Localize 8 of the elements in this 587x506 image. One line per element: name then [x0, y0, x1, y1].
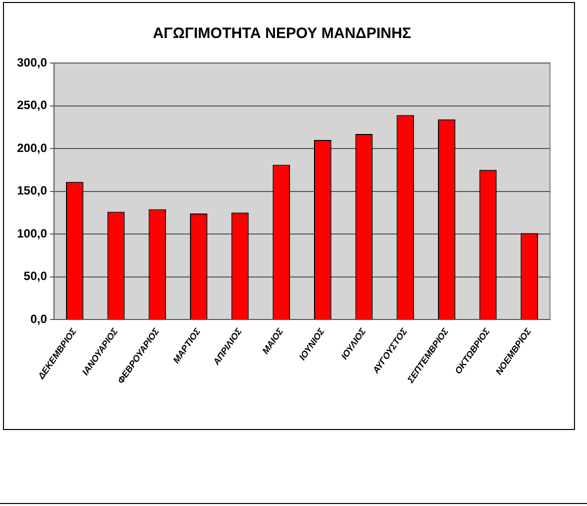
chart-title: ΑΓΩΓΙΜΟΤΗΤΑ ΝΕΡΟΥ ΜΑΝΔΡΙΝΗΣ: [152, 25, 412, 42]
y-tick-label: 200,0: [17, 140, 48, 155]
y-tick-label: 100,0: [17, 226, 48, 240]
y-tick-label: 250,0: [17, 98, 48, 112]
y-tick-label: 150,0: [17, 184, 48, 198]
y-tick-label: 50,0: [24, 269, 48, 284]
y-tick-label: 0,0: [30, 312, 48, 326]
y-tick-label: 300,0: [17, 55, 48, 70]
